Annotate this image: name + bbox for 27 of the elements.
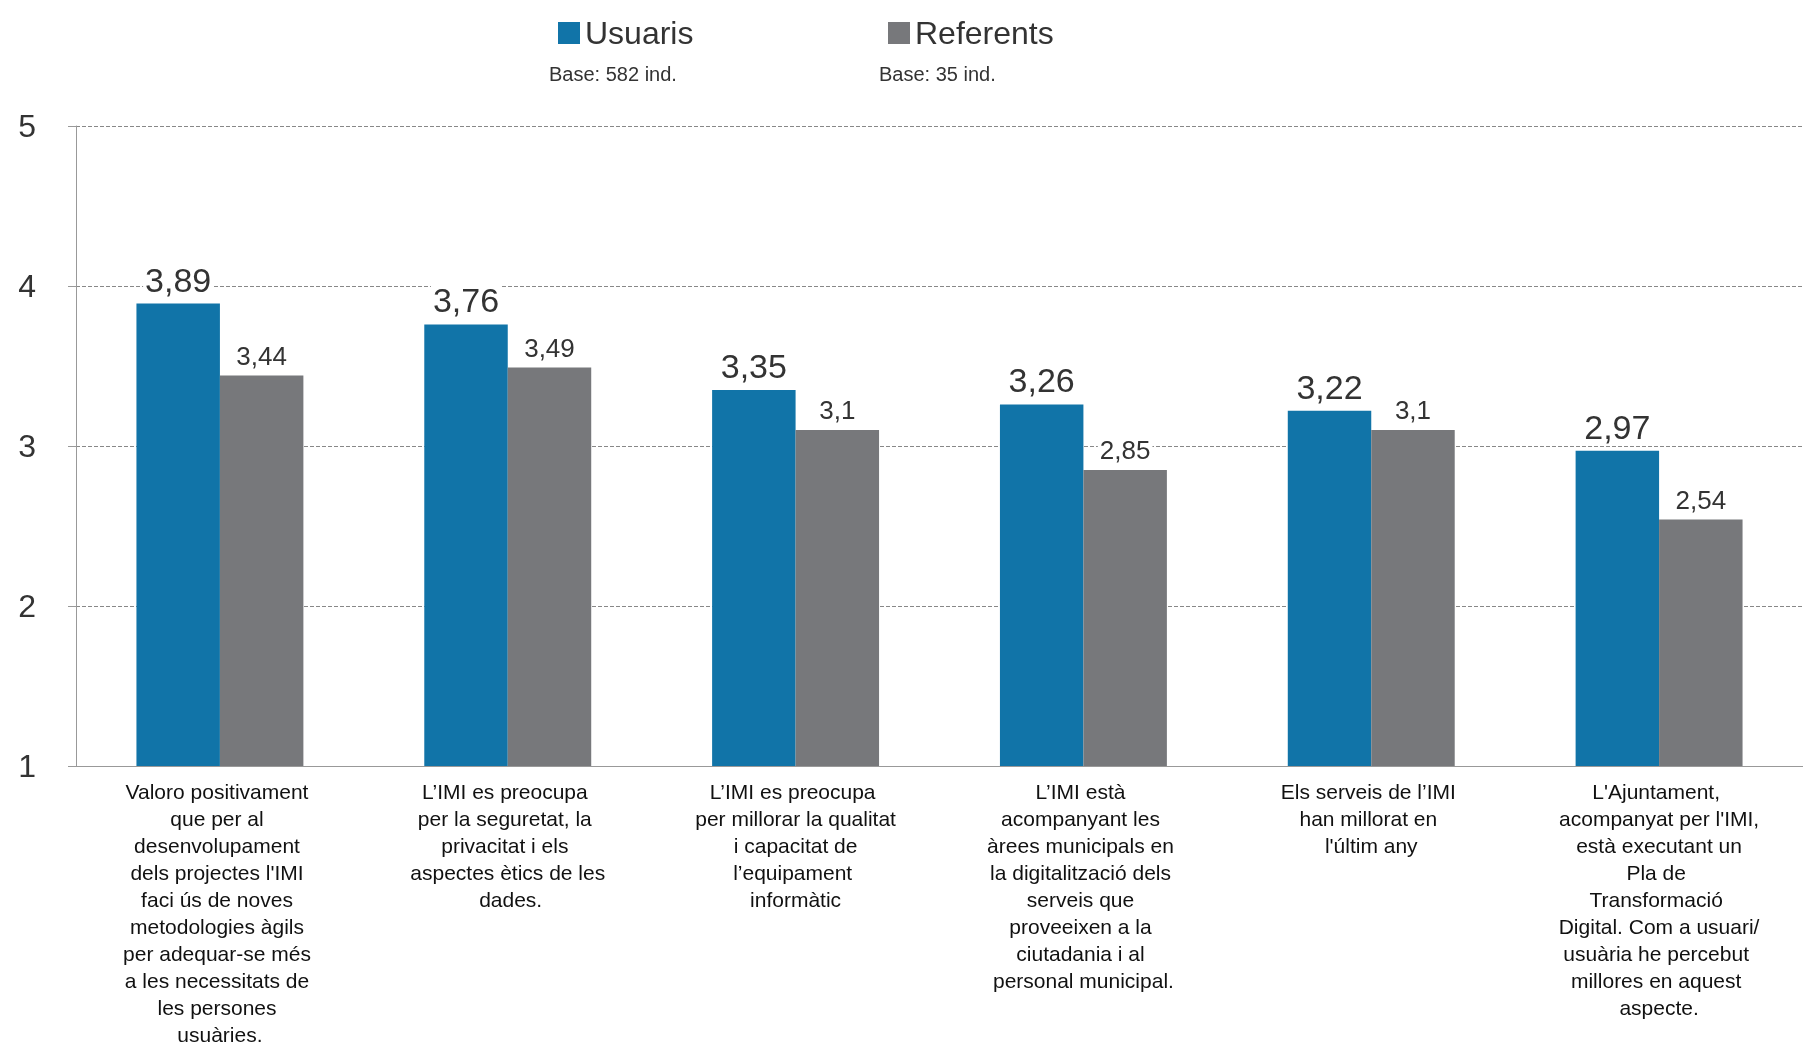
x-tick-label: L’IMI es preocupa per millorar la qualitat i capacitat de l’equipament informàtic [695,780,897,911]
x-tick-label: L’IMI es preocupa per la seguretat, la privacitat i els aspectes ètics de les dades. [410,780,606,911]
text: Base: 35 ind. [879,63,996,85]
y-tick-label: 3 [18,428,36,464]
text: Base: 582 ind. [549,63,677,85]
y-tick-label: 2 [18,588,36,624]
data-label: 3,76 [432,281,500,320]
data-label: 3,26 [1008,361,1075,400]
data-label: 3,1 [819,395,856,425]
x-tick-label: L’IMI està acompanyant les àrees municipals en la digitalització dels serveis que proveeixen a la ciutadania i al personal municipal. [987,780,1180,992]
data-label: 2,54 [1675,484,1727,515]
data-label: 2,97 [1584,407,1651,446]
y-tick-label: 4 [18,268,36,304]
y-tick-label: 5 [18,108,36,144]
data-label: 3,22 [1296,367,1363,406]
legend-label: Usuaris [585,15,694,51]
data-label: 3,89 [145,260,212,299]
data-label: 3,35 [720,347,787,385]
y-tick-label: 1 [18,748,36,784]
data-label: 3,1 [1394,395,1432,425]
category-label: Valoro positivament que per al desenvolupament dels projectes l'IMI faci ús de noves metodologies àgils per adequar-se més a les necessitats de les persones usuàries. [123,780,311,1046]
data-label: 3,49 [524,332,575,363]
data-label: 3,44 [236,340,287,371]
x-tick-label: Els serveis de l’IMI han millorat en l'últim any [1280,780,1462,857]
category-label: L'Ajuntament, acompanyat per l'IMI, està executant un Pla de Transformació Digital. Com a usuari/usuària he percebut millores en aquest aspecte. [1558,780,1760,1019]
data-label: 2,85 [1099,435,1151,465]
legend-label: Referents [915,15,1054,51]
